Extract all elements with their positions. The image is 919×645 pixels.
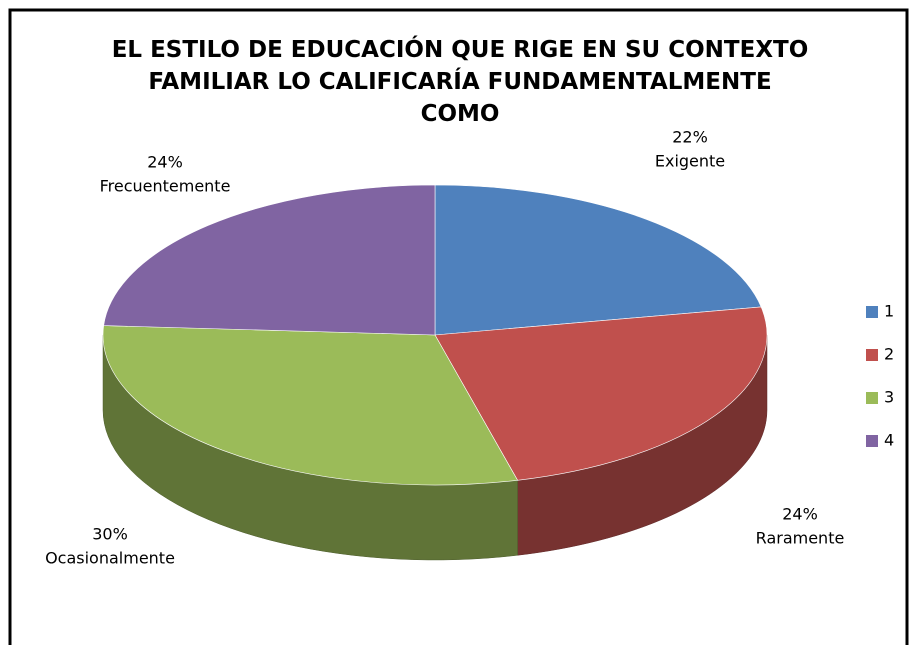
slice	[102, 325, 519, 486]
legend-swatch	[866, 306, 878, 318]
data-label-value: 30%	[92, 525, 128, 544]
data-label-name: Exigente	[655, 152, 725, 171]
legend-label: 1	[884, 302, 894, 321]
slice	[434, 306, 768, 481]
legend-label: 4	[884, 431, 894, 450]
data-label-value: 22%	[672, 128, 708, 147]
chart-title: EL ESTILO DE EDUCACIÓN QUE RIGE EN SU CO…	[111, 37, 809, 127]
legend-swatch	[866, 349, 878, 361]
legend-label: 2	[884, 345, 894, 364]
data-label-value: 24%	[147, 153, 183, 172]
slice	[103, 184, 436, 336]
legend-swatch	[866, 392, 878, 404]
data-label-name: Frecuentemente	[100, 177, 231, 196]
data-label-name: Raramente	[756, 529, 845, 548]
slice	[434, 184, 762, 336]
legend-swatch	[866, 435, 878, 447]
data-label-value: 24%	[782, 505, 818, 524]
chart-border	[8, 8, 909, 645]
legend-label: 3	[884, 388, 894, 407]
data-label-name: Ocasionalmente	[45, 549, 175, 568]
